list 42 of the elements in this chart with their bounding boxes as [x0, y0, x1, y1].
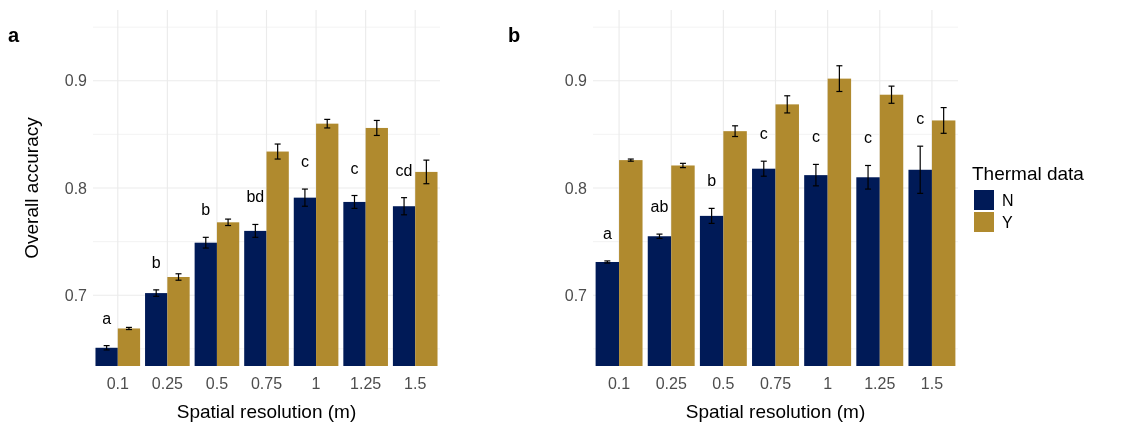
annotation: c	[350, 159, 359, 177]
x-tick-label: 1.5	[404, 375, 427, 392]
x-tick-label: 0.25	[655, 375, 687, 392]
annotation: c	[916, 110, 925, 128]
x-tick-label: 1.5	[920, 375, 944, 392]
annotation: c	[864, 129, 873, 147]
y-tick-label: 0.8	[64, 179, 88, 197]
y-axis-title: Overall accuracy	[21, 116, 42, 259]
x-tick-label: 0.5	[712, 375, 735, 392]
legend-title: Thermal data	[972, 163, 1085, 184]
x-tick-label: 0.1	[607, 375, 631, 392]
x-tick-label: 1	[823, 375, 833, 392]
text: b	[508, 24, 521, 46]
legend-label: Y	[1002, 213, 1013, 231]
x-axis-title: Spatial resolution (m)	[685, 401, 866, 422]
x-axis-title: Spatial resolution (m)	[176, 401, 357, 422]
y-tick-label: 0.7	[64, 286, 88, 304]
annotation: b	[201, 201, 211, 219]
annotation: cd	[395, 161, 413, 179]
x-tick-label: 1	[311, 375, 321, 392]
x-tick-label: 0.1	[106, 375, 129, 392]
annotation: c	[811, 128, 820, 146]
annotation: c	[300, 153, 309, 171]
x-tick-label: 0.75	[250, 375, 283, 392]
text: a	[8, 24, 20, 46]
annotation: a	[602, 224, 612, 242]
legend-label: N	[1002, 191, 1014, 209]
annotation: b	[707, 172, 717, 190]
x-tick-label: 0.25	[151, 375, 184, 392]
y-tick-label: 0.9	[64, 72, 88, 90]
annotation: c	[759, 125, 768, 143]
annotation: bd	[246, 188, 265, 206]
x-tick-label: 1.25	[350, 375, 382, 392]
annotation: b	[151, 253, 161, 271]
x-tick-label: 0.5	[205, 375, 229, 392]
x-tick-label: 1.25	[864, 375, 896, 392]
annotation: a	[102, 309, 112, 327]
y-tick-label: 0.8	[564, 179, 588, 197]
y-tick-label: 0.7	[564, 286, 588, 304]
y-tick-label: 0.9	[564, 72, 588, 90]
annotation: ab	[650, 198, 669, 216]
x-tick-label: 0.75	[759, 375, 792, 392]
